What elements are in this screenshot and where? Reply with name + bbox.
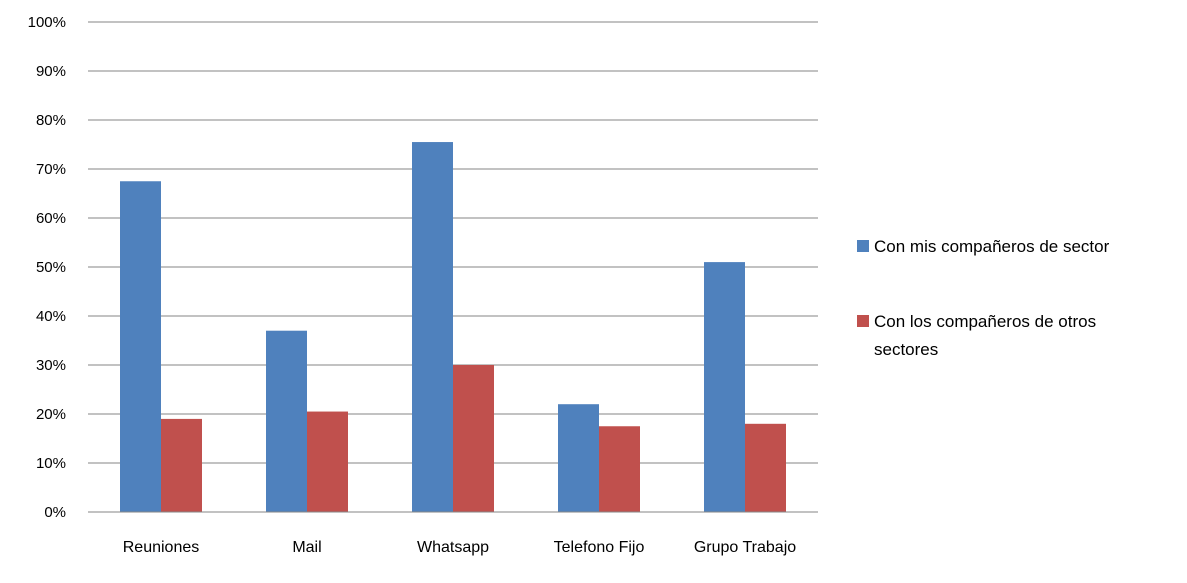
bar-sector-2	[412, 142, 453, 513]
bar-sector-3	[558, 404, 599, 512]
x-axis-category-labels: Reuniones Mail Whatsapp Telefono Fijo Grupo …	[123, 539, 796, 556]
y-tick-label: 20%	[36, 406, 66, 423]
bar-otros-2	[453, 365, 494, 512]
y-tick-label: 50%	[36, 259, 66, 276]
category-label: Grupo Trabajo	[694, 539, 796, 556]
y-tick-label: 70%	[36, 161, 66, 178]
y-tick-label: 80%	[36, 112, 66, 129]
y-tick-label: 10%	[36, 455, 66, 472]
bar-otros-3	[599, 426, 640, 512]
bar-otros-1	[307, 411, 348, 512]
category-label: Mail	[292, 539, 321, 556]
y-axis-tick-labels: 0% 10% 20% 30% 40% 50% 60% 70% 80% 90% 100%	[28, 14, 66, 521]
legend-label: Con los compañeros de otros sectores	[874, 312, 1096, 359]
legend-label: Con mis compañeros de sector	[874, 237, 1110, 256]
bar-otros-0	[161, 418, 202, 512]
category-label: Telefono Fijo	[554, 539, 645, 556]
bar-otros-4	[745, 423, 786, 512]
legend-swatch	[857, 315, 869, 327]
legend: Con mis compañeros de sector Con los comp…	[857, 237, 1110, 359]
y-tick-label: 60%	[36, 210, 66, 227]
bar-sector-0	[120, 181, 161, 512]
category-label: Whatsapp	[417, 539, 489, 556]
y-tick-label: 90%	[36, 63, 66, 80]
y-tick-label: 40%	[36, 308, 66, 325]
category-label: Reuniones	[123, 539, 200, 556]
y-tick-label: 100%	[28, 14, 66, 31]
bar-sector-4	[704, 262, 745, 512]
legend-swatch	[857, 240, 869, 252]
y-tick-label: 30%	[36, 357, 66, 374]
bars	[120, 142, 786, 513]
bar-sector-1	[266, 330, 307, 512]
y-tick-label: 0%	[44, 504, 66, 521]
